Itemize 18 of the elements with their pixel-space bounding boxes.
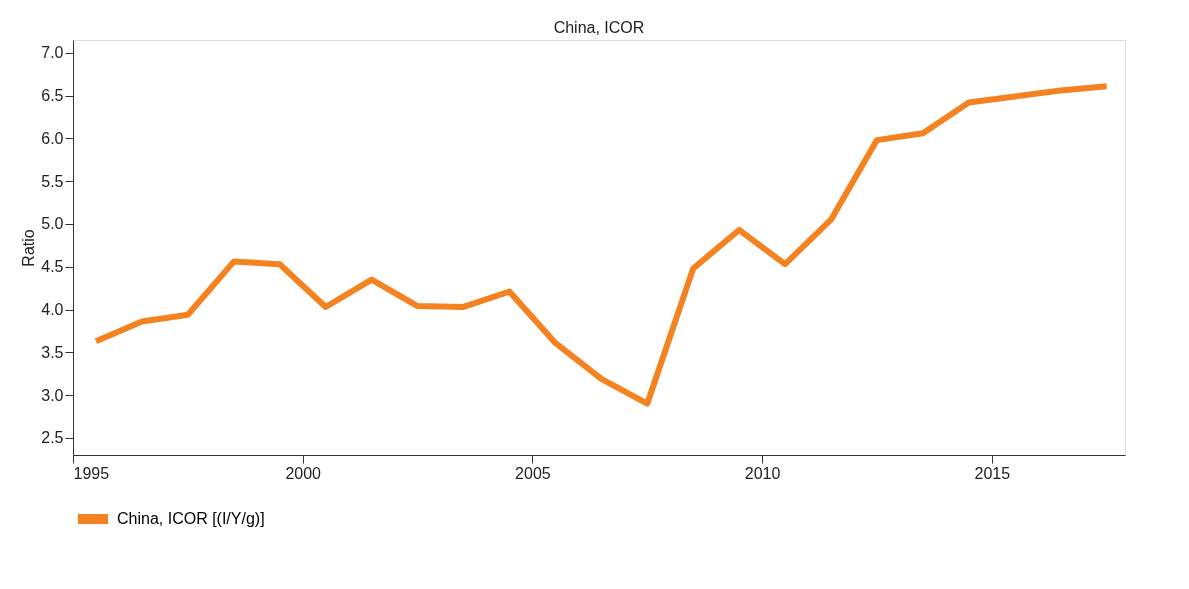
y-tick-label: 4.0	[41, 301, 64, 319]
y-tick-label: 5.5	[41, 172, 64, 190]
chart-title: China, ICOR	[553, 19, 645, 36]
y-tick-label: 7.0	[41, 44, 64, 62]
y-tick-label: 6.0	[41, 129, 64, 147]
x-tick-label: 2000	[285, 464, 322, 482]
y-tick-label: 3.5	[41, 343, 64, 361]
legend-label: China, ICOR [(I/Y/g)]	[117, 510, 265, 527]
x-tick-label: 2005	[515, 464, 551, 482]
x-tick-label: 1995	[73, 464, 110, 482]
y-tick-label: 4.5	[41, 258, 64, 276]
y-tick-label: 2.5	[41, 429, 64, 447]
y-tick-label: 3.0	[41, 386, 64, 404]
y-tick-label: 6.5	[41, 87, 64, 105]
y-tick-label: 5.0	[41, 215, 64, 233]
x-tick-label: 2015	[974, 464, 1011, 482]
y-axis-title: Ratio	[20, 229, 38, 267]
x-tick-label: 2010	[744, 464, 781, 482]
